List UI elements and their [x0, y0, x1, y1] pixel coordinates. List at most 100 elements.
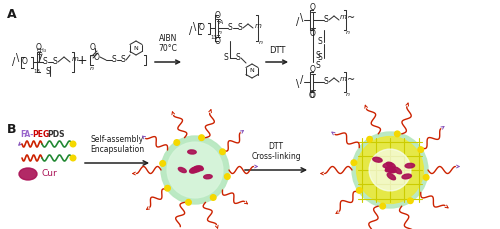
Text: m: m	[72, 56, 79, 62]
Text: B: B	[7, 123, 16, 136]
Ellipse shape	[188, 150, 196, 154]
Ellipse shape	[386, 162, 395, 168]
Text: S: S	[318, 38, 322, 46]
Ellipse shape	[190, 168, 198, 172]
Text: /: /	[296, 17, 299, 27]
Text: N: N	[250, 68, 254, 74]
Text: N: N	[134, 46, 138, 51]
Text: CH₃: CH₃	[37, 47, 47, 52]
Ellipse shape	[373, 157, 382, 162]
Circle shape	[220, 149, 226, 155]
Text: O: O	[215, 36, 221, 46]
Circle shape	[70, 155, 76, 161]
Text: O: O	[310, 90, 316, 99]
Text: PDS: PDS	[47, 130, 64, 139]
Text: n: n	[259, 39, 263, 44]
Text: /: /	[12, 57, 15, 67]
Text: n: n	[90, 65, 94, 71]
Text: A: A	[7, 8, 16, 21]
Text: S: S	[120, 55, 126, 65]
Text: 13: 13	[33, 69, 40, 74]
Text: DTT: DTT	[269, 46, 285, 55]
Ellipse shape	[394, 167, 402, 174]
Text: Cur: Cur	[42, 169, 58, 178]
Ellipse shape	[405, 163, 414, 168]
Circle shape	[224, 174, 230, 179]
Text: O: O	[310, 28, 316, 38]
Circle shape	[351, 160, 356, 166]
Circle shape	[418, 147, 424, 153]
Ellipse shape	[204, 175, 212, 179]
Text: A: A	[218, 21, 222, 25]
Text: S: S	[315, 60, 320, 69]
Text: S: S	[223, 54, 228, 63]
Circle shape	[161, 136, 229, 204]
Text: S: S	[46, 68, 51, 76]
Text: AIBN
70°C: AIBN 70°C	[158, 34, 178, 53]
Text: /: /	[300, 75, 303, 85]
Text: \: \	[296, 79, 299, 89]
Text: PEG-: PEG-	[32, 130, 52, 139]
Text: FA-: FA-	[20, 130, 34, 139]
Text: O: O	[22, 57, 28, 66]
Ellipse shape	[386, 167, 394, 172]
Text: S: S	[238, 24, 242, 33]
Ellipse shape	[402, 174, 411, 179]
Text: S: S	[228, 24, 232, 33]
Circle shape	[174, 140, 180, 145]
Circle shape	[352, 132, 428, 208]
Text: n: n	[346, 30, 350, 35]
Ellipse shape	[178, 167, 186, 173]
Text: Self-assembly
Encapsulation: Self-assembly Encapsulation	[90, 135, 144, 154]
Circle shape	[367, 136, 372, 142]
Text: +: +	[76, 55, 88, 68]
Ellipse shape	[190, 169, 198, 173]
Ellipse shape	[193, 167, 202, 171]
Circle shape	[210, 195, 216, 200]
Text: S: S	[315, 51, 320, 60]
Text: n: n	[218, 30, 222, 35]
Ellipse shape	[191, 168, 200, 172]
Text: O: O	[310, 3, 316, 13]
Circle shape	[186, 199, 191, 205]
Text: O: O	[199, 24, 205, 33]
Text: m: m	[255, 23, 262, 29]
Text: DTT
Cross-linking: DTT Cross-linking	[251, 142, 301, 161]
Ellipse shape	[386, 167, 394, 172]
Circle shape	[164, 185, 170, 191]
Circle shape	[199, 135, 204, 140]
Text: n: n	[346, 92, 350, 96]
Circle shape	[369, 149, 411, 191]
Circle shape	[167, 142, 223, 198]
Text: S: S	[324, 16, 328, 25]
Text: S: S	[112, 55, 116, 65]
Text: O: O	[90, 44, 96, 52]
Circle shape	[424, 174, 429, 180]
Ellipse shape	[195, 167, 203, 171]
Text: O: O	[36, 44, 42, 52]
Text: \: \	[193, 22, 196, 32]
Text: O: O	[215, 11, 221, 19]
Text: ~: ~	[347, 13, 355, 23]
Ellipse shape	[383, 163, 392, 168]
Text: ~: ~	[347, 75, 355, 85]
Circle shape	[408, 198, 413, 204]
Ellipse shape	[19, 168, 37, 180]
Text: S: S	[52, 57, 58, 66]
Circle shape	[380, 203, 386, 209]
Ellipse shape	[386, 168, 396, 173]
Ellipse shape	[194, 166, 202, 170]
Text: S: S	[324, 77, 328, 87]
Text: \: \	[16, 53, 19, 63]
Text: S: S	[236, 54, 240, 63]
Text: m: m	[340, 14, 347, 20]
Circle shape	[70, 141, 76, 147]
Ellipse shape	[387, 173, 396, 180]
Text: 13: 13	[210, 35, 217, 40]
Text: S: S	[42, 57, 48, 66]
Text: \: \	[300, 13, 303, 23]
Text: O: O	[309, 90, 315, 99]
Circle shape	[394, 131, 400, 137]
Text: S: S	[318, 54, 322, 63]
Text: O: O	[310, 65, 316, 74]
